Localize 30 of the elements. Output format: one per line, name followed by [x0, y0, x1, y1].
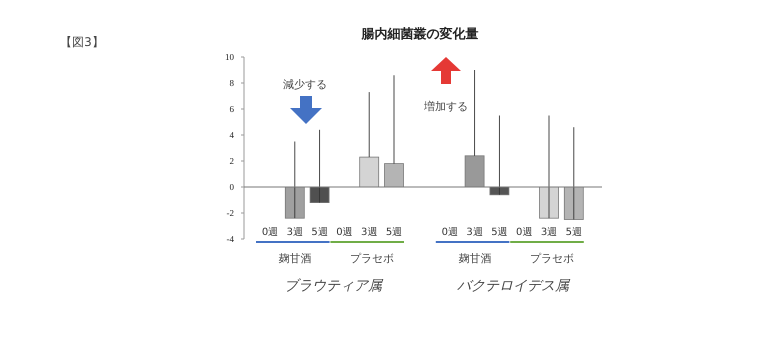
text: プラセボ [530, 252, 574, 265]
x-tick-label: 5週 [311, 227, 328, 238]
y-tick-label: 8 [230, 78, 234, 88]
x-tick-label: 0週 [262, 227, 278, 238]
text: 麹甘酒 [278, 252, 312, 265]
annotation: 減少する [283, 78, 327, 91]
x-tick-label: 5週 [566, 227, 582, 238]
text: 【図3】 [60, 35, 104, 49]
x-tick-label: 0週 [516, 227, 532, 238]
x-tick-label: 3週 [286, 227, 303, 238]
text: 麹甘酒 [458, 252, 492, 265]
x-tick-label: 5週 [491, 227, 508, 238]
x-tick-label: 3週 [361, 227, 378, 238]
x-tick-label: 3週 [466, 227, 483, 238]
x-tick-label: 3週 [540, 227, 558, 238]
y-tick-label: 4 [230, 130, 234, 140]
y-tick-label: 10 [225, 52, 234, 62]
annotation: 増加する [423, 100, 468, 113]
y-tick-label: -2 [226, 208, 234, 218]
y-tick-label: 6 [230, 104, 234, 114]
y-tick-label: -4 [226, 234, 234, 244]
text: バクテロイデス属 [457, 278, 571, 294]
x-tick-label: 5週 [386, 227, 402, 238]
text: ブラウティア属 [284, 278, 384, 294]
text: プラセボ [350, 252, 394, 265]
x-tick-label: 0週 [336, 227, 353, 238]
x-tick-label: 0週 [442, 227, 458, 238]
chart-title: 腸内細菌叢の変化量 [360, 26, 478, 42]
y-tick-label: 0 [230, 182, 234, 192]
y-tick-label: 2 [230, 156, 234, 166]
